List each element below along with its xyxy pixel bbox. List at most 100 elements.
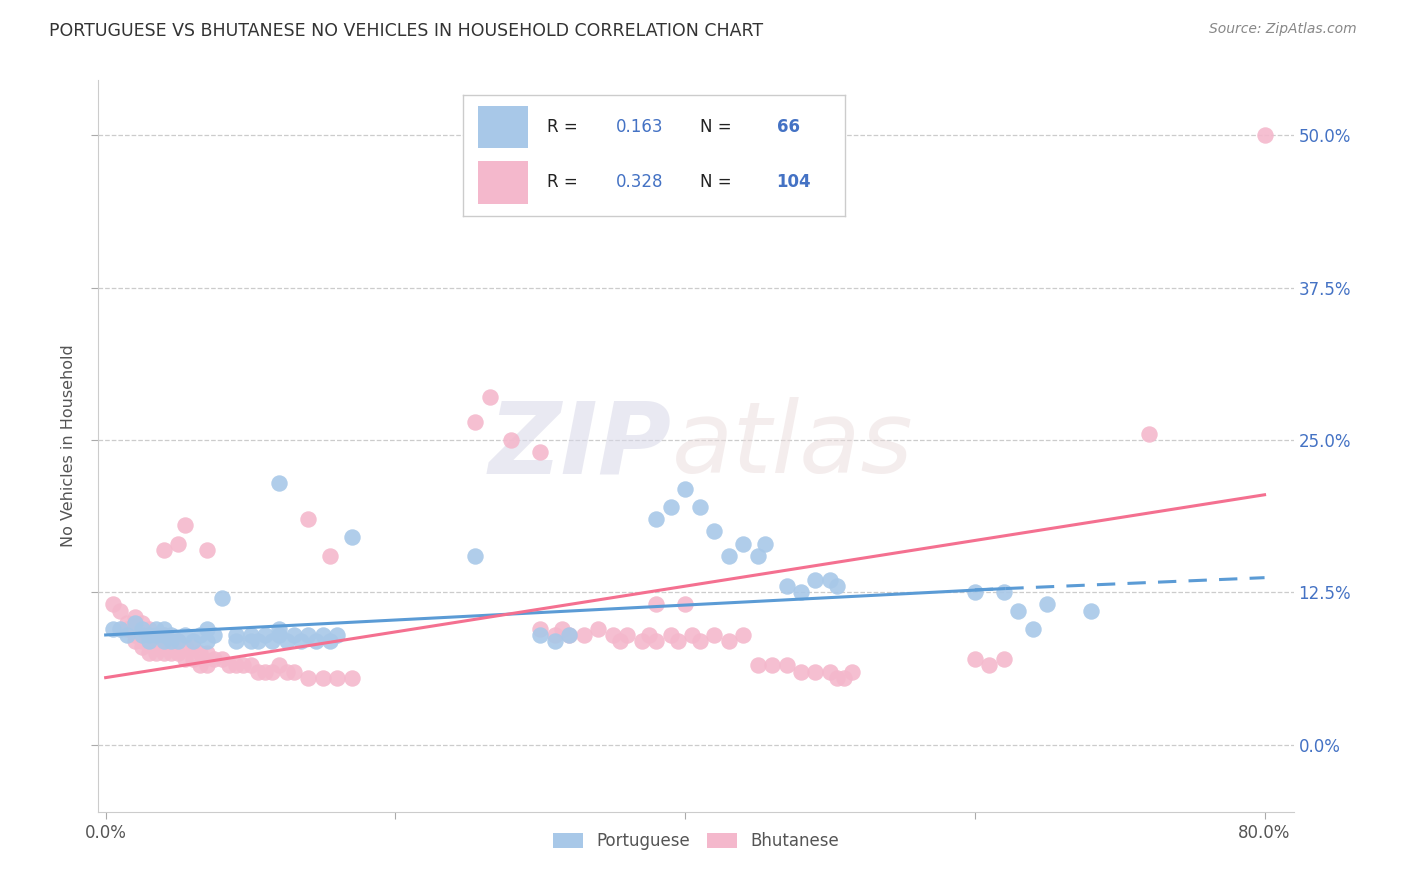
Point (630, 634, 652, 648)
Point (544, 634, 567, 648)
Point (160, 634, 183, 648)
Point (602, 628, 624, 642)
Point (138, 646, 160, 660)
Point (101, 622, 124, 636)
Point (529, 445, 551, 459)
Point (167, 634, 190, 648)
Point (211, 652, 233, 666)
Point (211, 591, 233, 606)
Point (340, 671, 363, 685)
Point (544, 628, 567, 642)
Point (659, 500, 682, 514)
Point (167, 634, 190, 648)
Point (152, 628, 174, 642)
Point (731, 628, 754, 642)
Point (160, 634, 183, 648)
Point (117, 622, 139, 636)
Point (152, 622, 174, 636)
Point (124, 609, 146, 624)
Point (160, 646, 183, 660)
Point (283, 665, 305, 679)
Point (1080, 604, 1102, 618)
Point (775, 579, 797, 593)
Point (253, 628, 276, 642)
Point (138, 628, 160, 642)
Point (246, 665, 269, 679)
Point (167, 646, 190, 660)
Point (572, 628, 595, 642)
Point (319, 549, 342, 563)
Point (225, 634, 247, 648)
Point (645, 634, 668, 648)
Point (124, 615, 146, 630)
Point (586, 622, 609, 636)
Point (195, 646, 218, 660)
Point (181, 652, 204, 666)
Point (152, 628, 174, 642)
Point (101, 598, 124, 612)
Point (754, 536, 776, 550)
Point (616, 628, 638, 642)
Point (1022, 622, 1045, 636)
Point (529, 628, 551, 642)
Point (993, 652, 1015, 666)
Point (232, 658, 254, 673)
Point (239, 634, 262, 648)
Point (145, 622, 167, 636)
Point (717, 549, 740, 563)
Point (312, 628, 335, 642)
Point (131, 622, 153, 636)
Point (818, 665, 841, 679)
Point (188, 628, 211, 642)
Point (1137, 426, 1160, 441)
Point (225, 658, 247, 673)
Point (703, 524, 725, 539)
Point (188, 646, 211, 660)
Point (283, 628, 305, 642)
Point (775, 658, 797, 673)
Point (305, 634, 328, 648)
Point (790, 665, 813, 679)
Point (181, 634, 204, 648)
Point (1036, 598, 1059, 612)
Point (152, 646, 174, 660)
Point (160, 628, 183, 642)
Point (124, 634, 146, 648)
Point (124, 628, 146, 642)
Point (529, 622, 551, 636)
Point (979, 658, 1001, 673)
Point (145, 628, 167, 642)
Point (239, 628, 262, 642)
Point (152, 634, 174, 648)
Point (202, 628, 225, 642)
Point (218, 658, 240, 673)
Point (673, 598, 696, 612)
Point (731, 536, 754, 550)
Point (825, 579, 848, 593)
Point (131, 640, 153, 655)
Point (108, 604, 131, 618)
Point (747, 549, 769, 563)
Point (963, 652, 986, 666)
Point (790, 585, 813, 599)
Point (195, 634, 218, 648)
Point (297, 671, 319, 685)
Point (269, 628, 291, 642)
Point (501, 433, 523, 447)
Point (609, 634, 631, 648)
Point (717, 634, 740, 648)
Point (195, 658, 218, 673)
Point (108, 622, 131, 636)
Point (174, 640, 197, 655)
Point (804, 573, 827, 587)
Point (131, 634, 153, 648)
Text: atlas: atlas (672, 398, 914, 494)
Point (138, 622, 160, 636)
Point (761, 658, 783, 673)
Point (174, 652, 197, 666)
Point (834, 671, 856, 685)
Point (645, 598, 668, 612)
Point (262, 634, 284, 648)
Point (152, 634, 174, 648)
Point (1253, 128, 1275, 143)
